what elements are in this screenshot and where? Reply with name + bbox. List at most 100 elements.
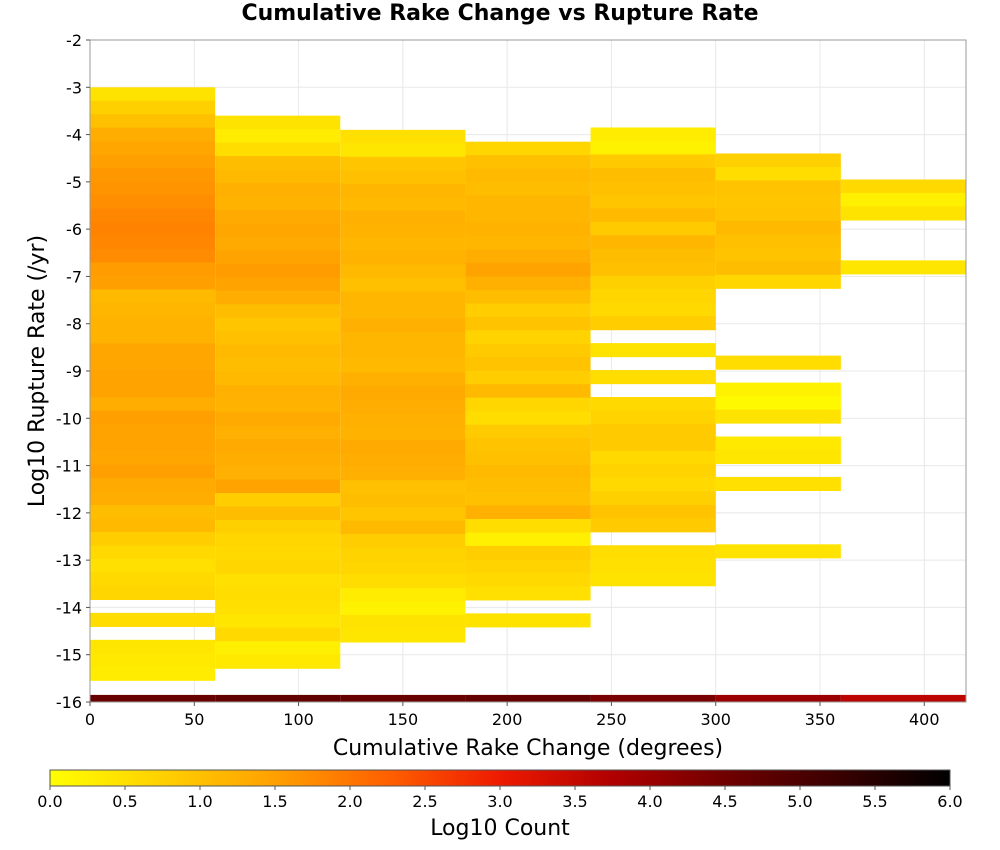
heatmap-cell [90, 383, 216, 398]
heatmap-cell [590, 437, 716, 452]
heatmap-cell [465, 249, 591, 264]
x-tick-label: 200 [492, 710, 523, 729]
heatmap-cell [465, 438, 591, 453]
y-axis-title: Log10 Rupture Rate (/yr) [25, 235, 50, 507]
heatmap-cell [715, 180, 841, 195]
heatmap-cell [465, 559, 591, 574]
heatmap-cell [340, 561, 466, 576]
x-tick-label: 350 [805, 710, 836, 729]
heatmap-cell [215, 506, 341, 521]
heatmap-cell [90, 451, 216, 466]
y-tick-label: -10 [56, 409, 82, 428]
heatmap-cell [340, 197, 466, 212]
heatmap-cell [90, 168, 216, 183]
y-tick-label: -5 [66, 173, 82, 192]
heatmap-cell [90, 141, 216, 156]
x-tick-label: 300 [700, 710, 731, 729]
y-tick-label: -12 [56, 504, 82, 523]
y-tick-label: -2 [66, 31, 82, 50]
heatmap-cell [90, 518, 216, 533]
heatmap-cell [215, 654, 341, 669]
heatmap-cell [215, 223, 341, 238]
heatmap-cell [90, 195, 216, 210]
heatmap-cell [590, 127, 716, 142]
heatmap-cell [340, 318, 466, 333]
heatmap-cell [340, 453, 466, 468]
heatmap-cell [340, 601, 466, 616]
y-tick-label: -4 [66, 126, 82, 145]
heatmap-cell [590, 248, 716, 263]
heatmap-cell [215, 519, 341, 535]
heatmap-cell [465, 451, 591, 466]
heatmap-cell [340, 345, 466, 360]
heatmap-cell [340, 520, 466, 535]
heatmap-cell [715, 220, 841, 235]
heatmap-cell [340, 547, 466, 562]
heatmap-cell [90, 275, 216, 291]
x-tick-label: 0 [85, 710, 95, 729]
heatmap-cell [465, 222, 591, 237]
heatmap-cell [215, 466, 341, 481]
colorbar-tick-label: 6.0 [937, 792, 962, 811]
heatmap-cell [715, 355, 841, 370]
x-axis-ticks: 0 50 100 150 200 250 300 350 400 [85, 702, 940, 729]
heatmap-cell [590, 343, 716, 358]
heatmap-cell [215, 479, 341, 494]
heatmap-cell [340, 466, 466, 481]
heatmap-cell [715, 476, 841, 491]
heatmap-cell [90, 289, 216, 304]
heatmap-cell [465, 478, 591, 493]
heatmap-cell [465, 330, 591, 345]
heatmap-cell [590, 504, 716, 519]
y-tick-label: -16 [56, 693, 82, 712]
heatmap-cell [90, 127, 216, 142]
heatmap-cell [590, 518, 716, 533]
colorbar-tick-label: 0.0 [37, 792, 62, 811]
heatmap-cell-bottom-row [90, 694, 216, 702]
heatmap-cell [465, 141, 591, 156]
heatmap-cell [840, 206, 966, 221]
x-axis-title: Cumulative Rake Change (degrees) [333, 736, 723, 761]
heatmap-cell [215, 533, 341, 548]
heatmap-cell [90, 87, 216, 102]
heatmap-cell [590, 397, 716, 412]
heatmap-cell [215, 129, 341, 144]
heatmap-cell [90, 208, 216, 223]
heatmap-cell [465, 370, 591, 385]
y-tick-label: -14 [56, 598, 82, 617]
heatmap-cell [465, 519, 591, 534]
heatmap-cell [340, 331, 466, 347]
x-tick-label: 100 [283, 710, 314, 729]
colorbar-tick-label: 5.0 [787, 792, 812, 811]
heatmap-cell [215, 587, 341, 602]
heatmap-cell [715, 396, 841, 411]
x-tick-label: 150 [388, 710, 419, 729]
heatmap-cell [465, 424, 591, 439]
heatmap-cell [465, 572, 591, 587]
heatmap-cell [715, 153, 841, 168]
heatmap-cell [590, 194, 716, 209]
heatmap-cell [215, 290, 341, 305]
heatmap-cell [590, 558, 716, 573]
heatmap-cell [215, 196, 341, 211]
heatmap-cell [465, 343, 591, 358]
heatmap-cell [590, 450, 716, 465]
y-tick-label: -8 [66, 315, 82, 334]
heatmap-cell [465, 384, 591, 399]
heatmap-cell [215, 169, 341, 184]
heatmap-cell [215, 344, 341, 359]
heatmap-cell [90, 397, 216, 412]
heatmap-cell [90, 329, 216, 344]
heatmap-cell-bottom-row [215, 694, 341, 702]
colorbar-tick-label: 2.0 [337, 792, 362, 811]
heatmap-cell [340, 278, 466, 293]
colorbar-tick-label: 4.5 [712, 792, 737, 811]
heatmap-cell [465, 586, 591, 601]
colorbar [49, 769, 951, 787]
heatmap-cell [465, 316, 591, 331]
heatmap-cell [840, 179, 966, 194]
heatmap-cell [590, 491, 716, 506]
heatmap-cell [465, 492, 591, 507]
heatmap-cell [465, 168, 591, 183]
heatmap-cell [465, 209, 591, 224]
